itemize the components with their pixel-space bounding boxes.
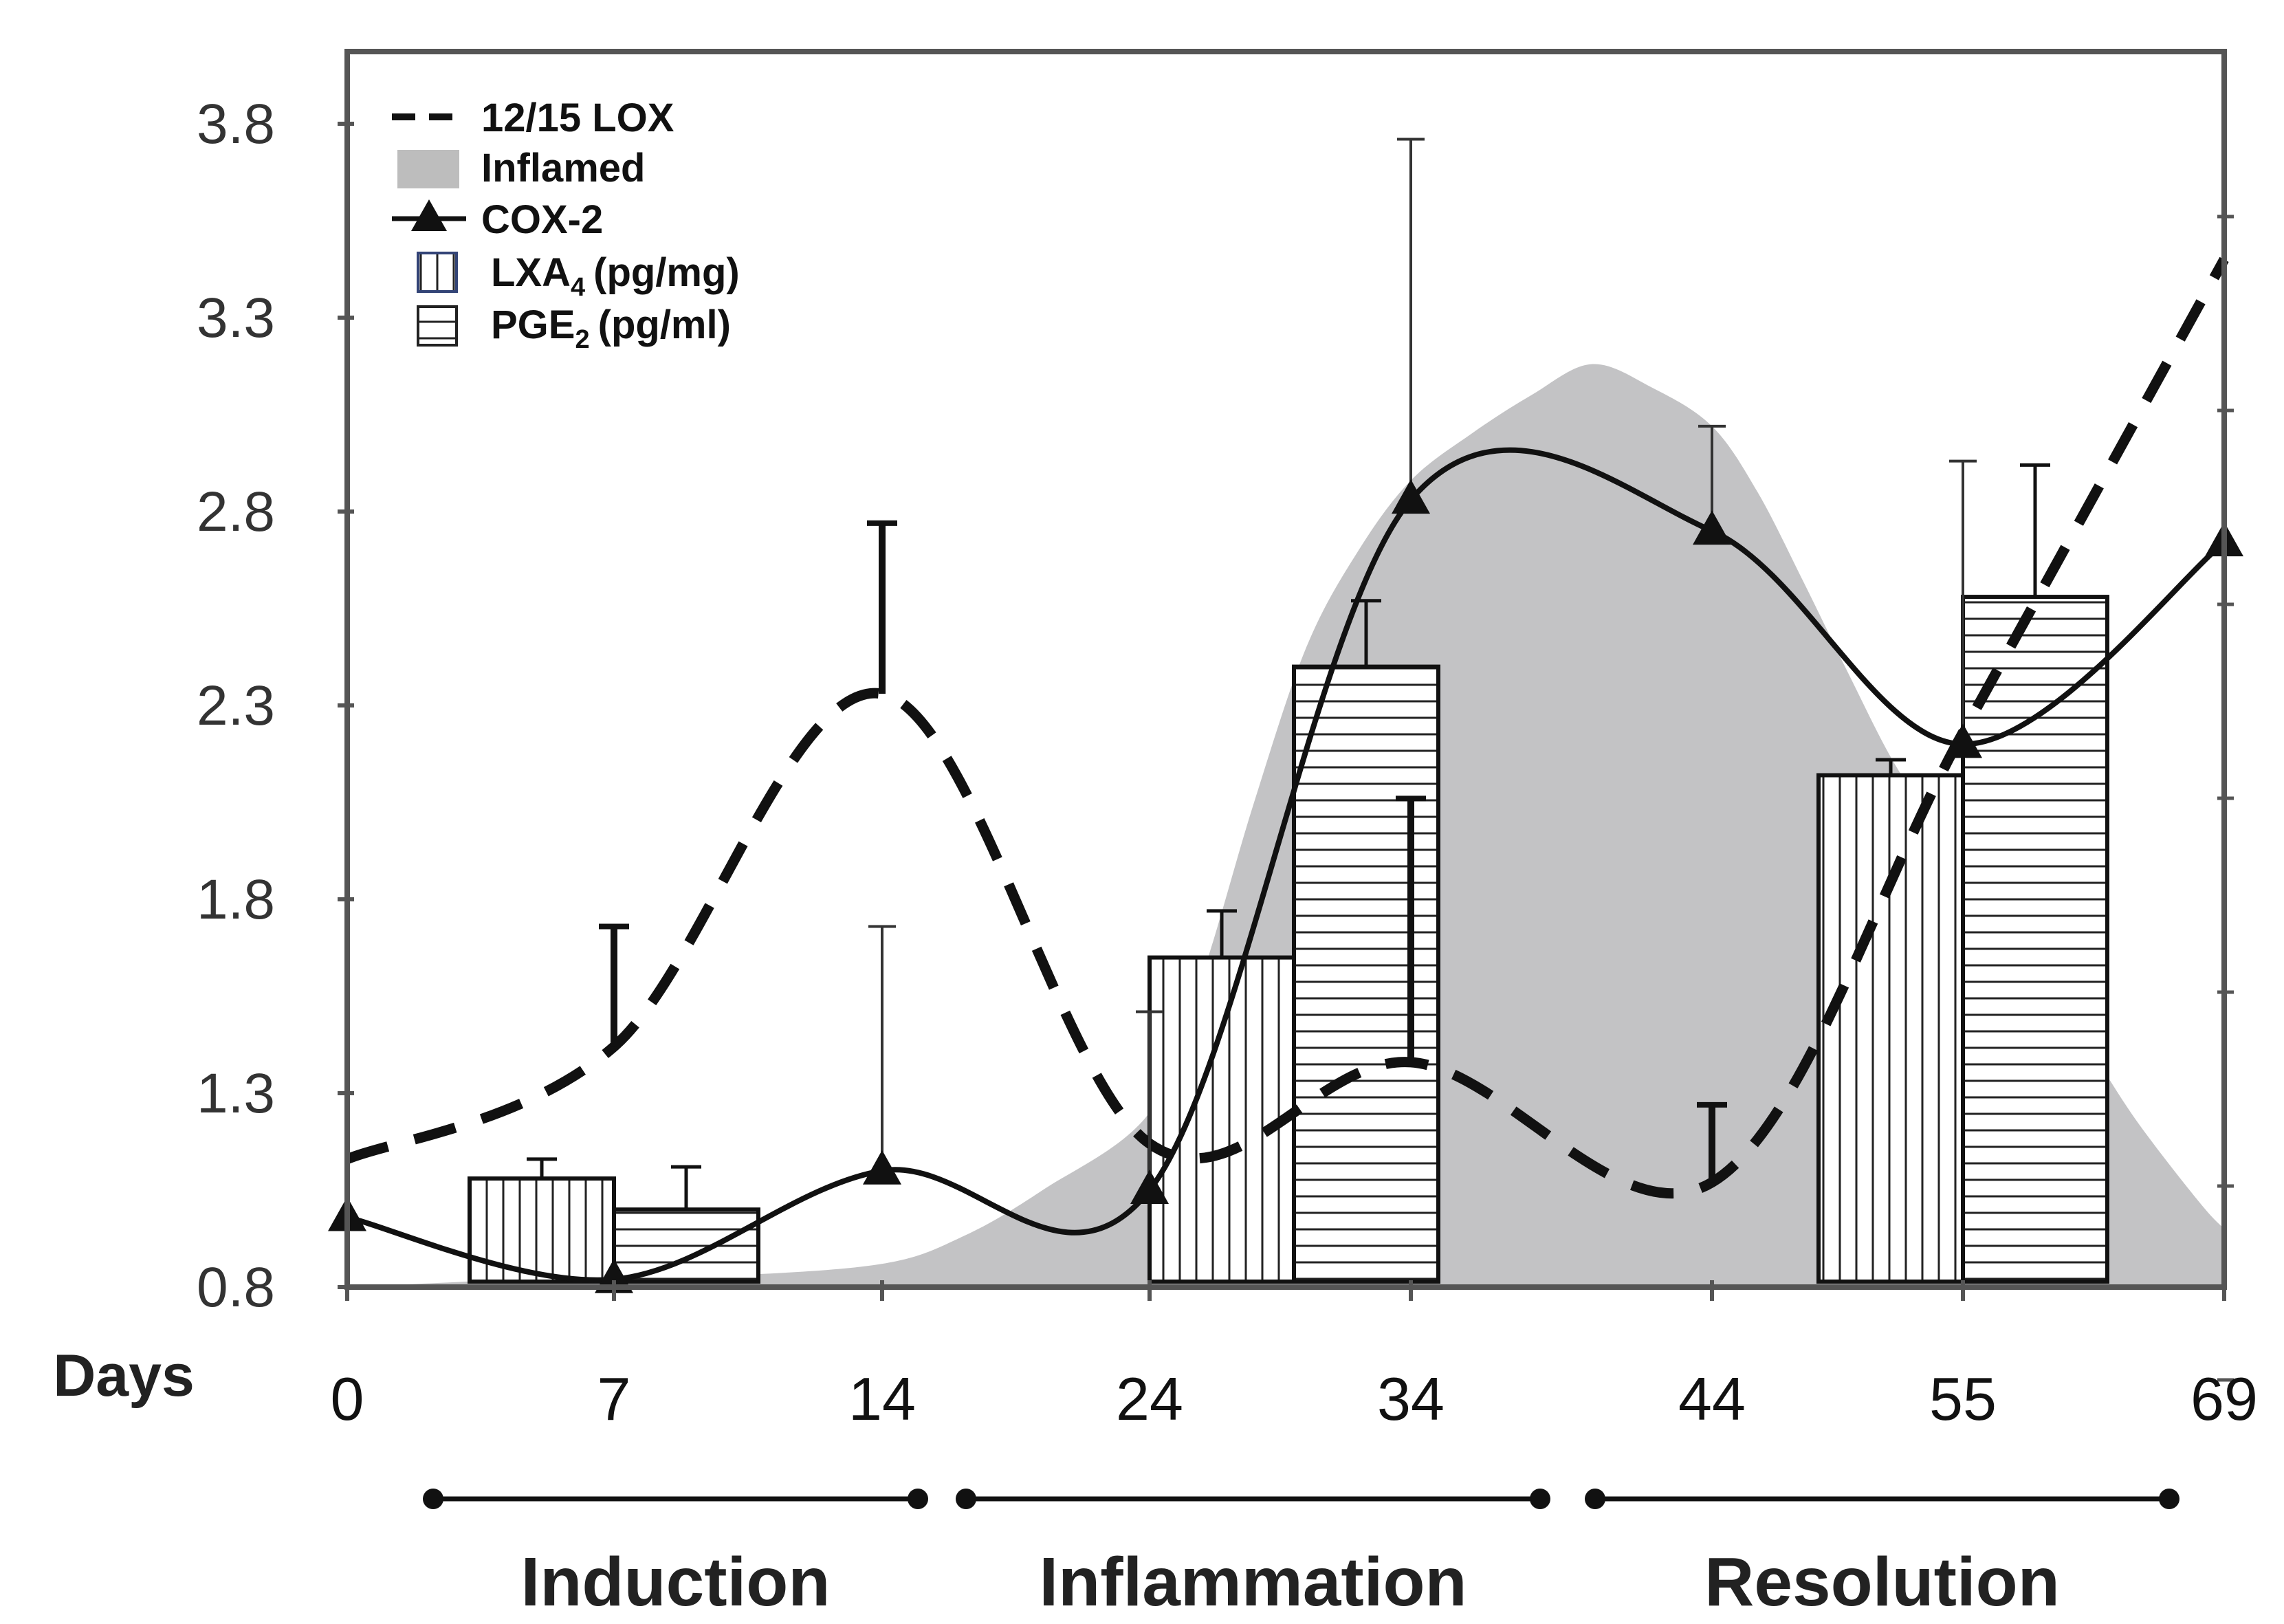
legend-cox-label: COX-2	[481, 197, 603, 242]
legend-inflamed-swatch	[397, 150, 459, 188]
y-tick-label: 2.3	[197, 674, 275, 737]
phase-label: Inflammation	[1039, 1544, 1467, 1621]
x-tick-label: 34	[1377, 1365, 1445, 1433]
y-tick-label: 3.8	[197, 93, 275, 155]
y-tick-label: 2.8	[197, 481, 275, 543]
lxa4-bar-day7	[468, 1176, 616, 1284]
legend-pge2-swatch	[417, 305, 458, 347]
legend-lxa4-label: LXA4 (pg/mg)	[491, 250, 740, 302]
y-tick-label: 0.8	[197, 1256, 275, 1319]
phase-dot	[956, 1489, 976, 1509]
legend-inflamed-label: Inflamed	[481, 146, 646, 190]
cox2-point	[1392, 479, 1430, 514]
x-tick-label: 55	[1929, 1365, 1997, 1433]
legend-lxa4-swatch	[417, 252, 458, 293]
x-axis: 0 7 14 24 34 44 55 69	[331, 1280, 2258, 1433]
phase-label: Induction	[521, 1544, 831, 1621]
cox2-point	[1693, 510, 1731, 545]
x-tick-label: 7	[597, 1365, 631, 1433]
legend: 12/15 LOX Inflamed COX-2 LXA4 (pg/mg) PGE…	[392, 96, 740, 354]
cox2-point	[1944, 723, 1982, 758]
plot-frame	[344, 49, 2227, 1290]
cox2-line	[347, 447, 2226, 1283]
phase-dot	[2159, 1489, 2179, 1509]
x-tick-label: 44	[1678, 1365, 1746, 1433]
y-tick-label: 1.3	[197, 1062, 275, 1125]
legend-lox-label: 12/15 LOX	[481, 96, 674, 140]
x-tick-label: 24	[1116, 1365, 1183, 1433]
phase-label: Resolution	[1704, 1544, 2060, 1621]
phase-dot	[1585, 1489, 1605, 1509]
x-axis-title: Days	[53, 1343, 195, 1409]
lxa4-bar-day24	[1148, 955, 1296, 1284]
pge2-bar-day34	[1292, 664, 1440, 1284]
y-tick-label: 1.8	[197, 868, 275, 931]
cox2-point	[1130, 1170, 1169, 1204]
y-axis: 0.8 1.3 1.8 2.3 2.8 3.3 3.8	[197, 93, 2234, 1382]
legend-pge2-label: PGE2 (pg/ml)	[491, 303, 731, 354]
phase-dot	[908, 1489, 928, 1509]
lxa4-bar-day55	[1816, 773, 1965, 1284]
triangle-marker-icon	[411, 199, 447, 231]
bars-layer	[468, 463, 2109, 1284]
pge2-bar-day7	[612, 1207, 760, 1284]
phase-dot	[1530, 1489, 1550, 1509]
y-tick-label: 3.3	[197, 287, 275, 349]
x-tick-label: 14	[848, 1365, 916, 1433]
x-tick-label: 69	[2190, 1365, 2258, 1433]
phase-annotations: Induction Inflammation Resolution	[423, 1489, 2179, 1621]
cox2-point	[863, 1150, 901, 1185]
phase-dot	[423, 1489, 443, 1509]
x-tick-label: 0	[331, 1365, 364, 1433]
